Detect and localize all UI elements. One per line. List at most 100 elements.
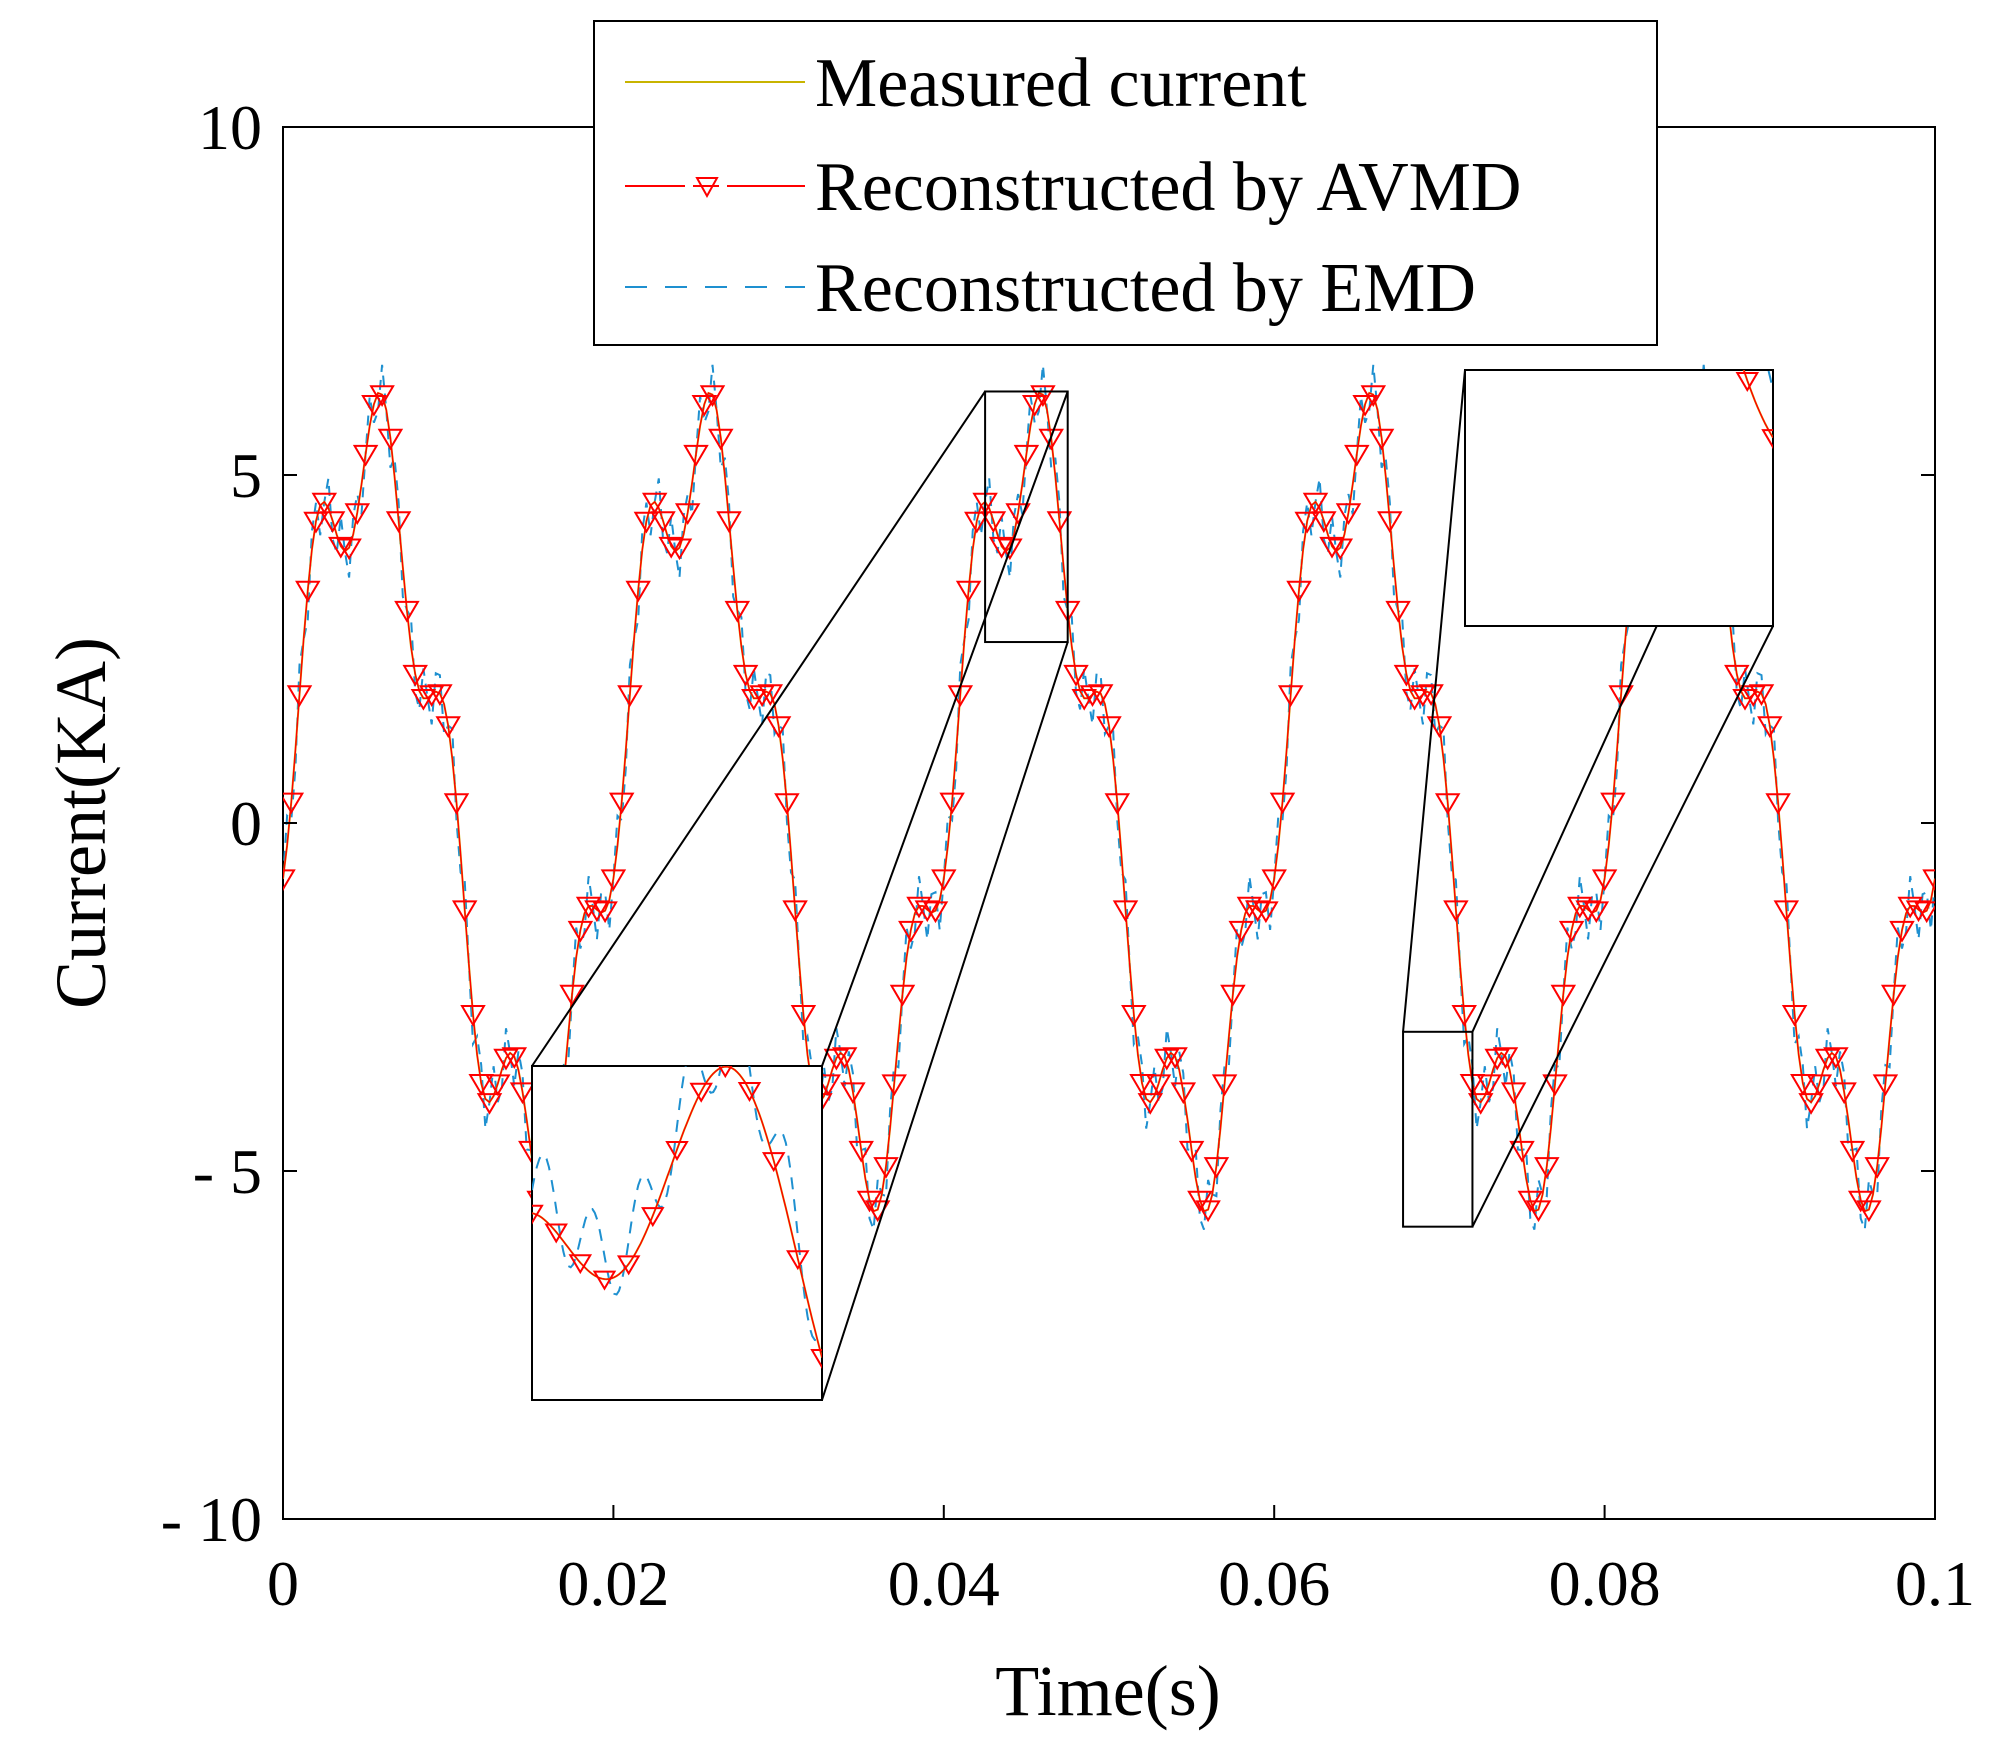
avmd-marker (1748, 684, 1775, 706)
avmd-marker (625, 580, 651, 603)
inset-lower-left-avmd-marker (737, 1082, 762, 1102)
avmd-marker (1790, 1074, 1816, 1096)
avmd-marker (955, 580, 982, 603)
avmd-marker (1492, 1047, 1519, 1069)
avmd-marker (1021, 395, 1048, 417)
inset-upper-right-connector (1402, 369, 1466, 1032)
avmd-marker (1773, 900, 1800, 923)
avmd-marker (889, 984, 916, 1007)
x-tick-label: 0.1 (1895, 1548, 1975, 1619)
inset-lower-left-avmd-marker (592, 1270, 617, 1291)
y-tick-label: - 10 (161, 1484, 262, 1555)
inset-upper-right-source-box (1402, 1030, 1474, 1228)
avmd-marker (1154, 1048, 1180, 1071)
avmd-marker (1302, 492, 1329, 515)
avmd-marker (1591, 869, 1618, 892)
inset-lower-left-connector (821, 391, 1069, 1067)
avmd-marker (1889, 920, 1915, 943)
y-tick-label: 10 (198, 92, 262, 163)
avmd-marker (1781, 1005, 1808, 1027)
y-axis-title: Current(KA) (41, 637, 121, 1009)
x-axis-title: Time(s) (995, 1651, 1220, 1731)
avmd-marker (997, 538, 1023, 561)
avmd-marker (1798, 1093, 1824, 1115)
avmd-marker (732, 664, 759, 687)
avmd-marker (898, 920, 924, 943)
inset-lower-left-connector (531, 390, 986, 1067)
avmd-marker (1765, 793, 1791, 815)
legend-label-measured: Measured current (815, 45, 1307, 122)
avmd-marker (1170, 1082, 1197, 1105)
avmd-marker (774, 793, 800, 815)
inset-upper-right-avmd-marker (1735, 372, 1760, 392)
inset-lower-left-content (532, 1066, 822, 1369)
avmd-marker (1377, 511, 1403, 533)
avmd-marker (1335, 503, 1362, 525)
inset-lower-left-avmd-marker (544, 1223, 568, 1244)
avmd-marker (476, 1093, 503, 1115)
avmd-marker (443, 793, 470, 815)
avmd-marker (283, 869, 296, 892)
avmd-marker (352, 444, 379, 467)
legend-label-emd: Reconstructed by EMD (815, 250, 1476, 327)
inset-lower-left-avmd-marker (786, 1250, 810, 1271)
avmd-marker (1600, 792, 1626, 815)
y-tick-label: 0 (230, 788, 262, 859)
avmd-marker (1509, 1140, 1535, 1163)
avmd-marker (1864, 1157, 1890, 1179)
inset-upper-right-avmd-marker (1660, 87, 1680, 104)
avmd-marker (608, 792, 635, 815)
avmd-marker (1608, 685, 1634, 707)
avmd-marker (1178, 1140, 1205, 1163)
avmd-marker (782, 900, 808, 923)
avmd-marker (1856, 1200, 1882, 1223)
avmd-marker (1880, 984, 1907, 1007)
avmd-marker (699, 385, 726, 407)
legend-box (593, 20, 1658, 346)
avmd-marker (1129, 1074, 1155, 1096)
avmd-marker (1525, 1200, 1552, 1223)
avmd-marker (427, 684, 453, 706)
avmd-marker (1203, 1157, 1230, 1179)
avmd-marker (724, 600, 751, 623)
avmd-marker (468, 1074, 494, 1096)
avmd-marker (1236, 896, 1263, 919)
avmd-marker (980, 511, 1007, 533)
inset-lower-left-avmd-marker (532, 1204, 544, 1225)
avmd-marker (1087, 684, 1114, 706)
avmd-marker (1228, 920, 1254, 943)
avmd-marker (1145, 1074, 1172, 1097)
inset-lower-left-avmd-marker (689, 1082, 713, 1103)
inset-lower-left-avmd-marker (641, 1207, 665, 1228)
avmd-marker (641, 492, 668, 515)
avmd-marker (1467, 1093, 1494, 1115)
zoom-insets (531, 4, 1774, 1401)
inset-upper-right-avmd-marker (1635, 4, 1655, 21)
avmd-marker (1724, 664, 1750, 687)
avmd-marker (501, 1047, 528, 1069)
avmd-marker (658, 536, 684, 559)
avmd-marker (385, 511, 412, 533)
inset-upper-right-box (1464, 369, 1774, 627)
avmd-marker (286, 685, 313, 707)
avmd-marker (369, 385, 395, 407)
avmd-marker (1030, 385, 1056, 407)
avmd-marker (964, 511, 990, 534)
avmd-marker (873, 1157, 899, 1179)
avmd-marker (1534, 1157, 1560, 1179)
avmd-marker (1426, 716, 1453, 738)
inset-upper-right-avmd-marker (1686, 187, 1706, 204)
avmd-marker (939, 792, 965, 815)
avmd-marker (840, 1082, 866, 1105)
x-tick-label: 0.04 (888, 1548, 1000, 1619)
inset-lower-left-avmd-marker (718, 1066, 733, 1079)
avmd-marker (1269, 792, 1296, 815)
avmd-marker (361, 395, 387, 417)
avmd-marker (666, 538, 693, 561)
avmd-marker (592, 901, 618, 924)
avmd-marker (451, 900, 478, 923)
avmd-marker (617, 685, 643, 707)
avmd-marker (1484, 1048, 1510, 1071)
avmd-marker (1319, 536, 1345, 559)
avmd-marker (1418, 684, 1444, 706)
